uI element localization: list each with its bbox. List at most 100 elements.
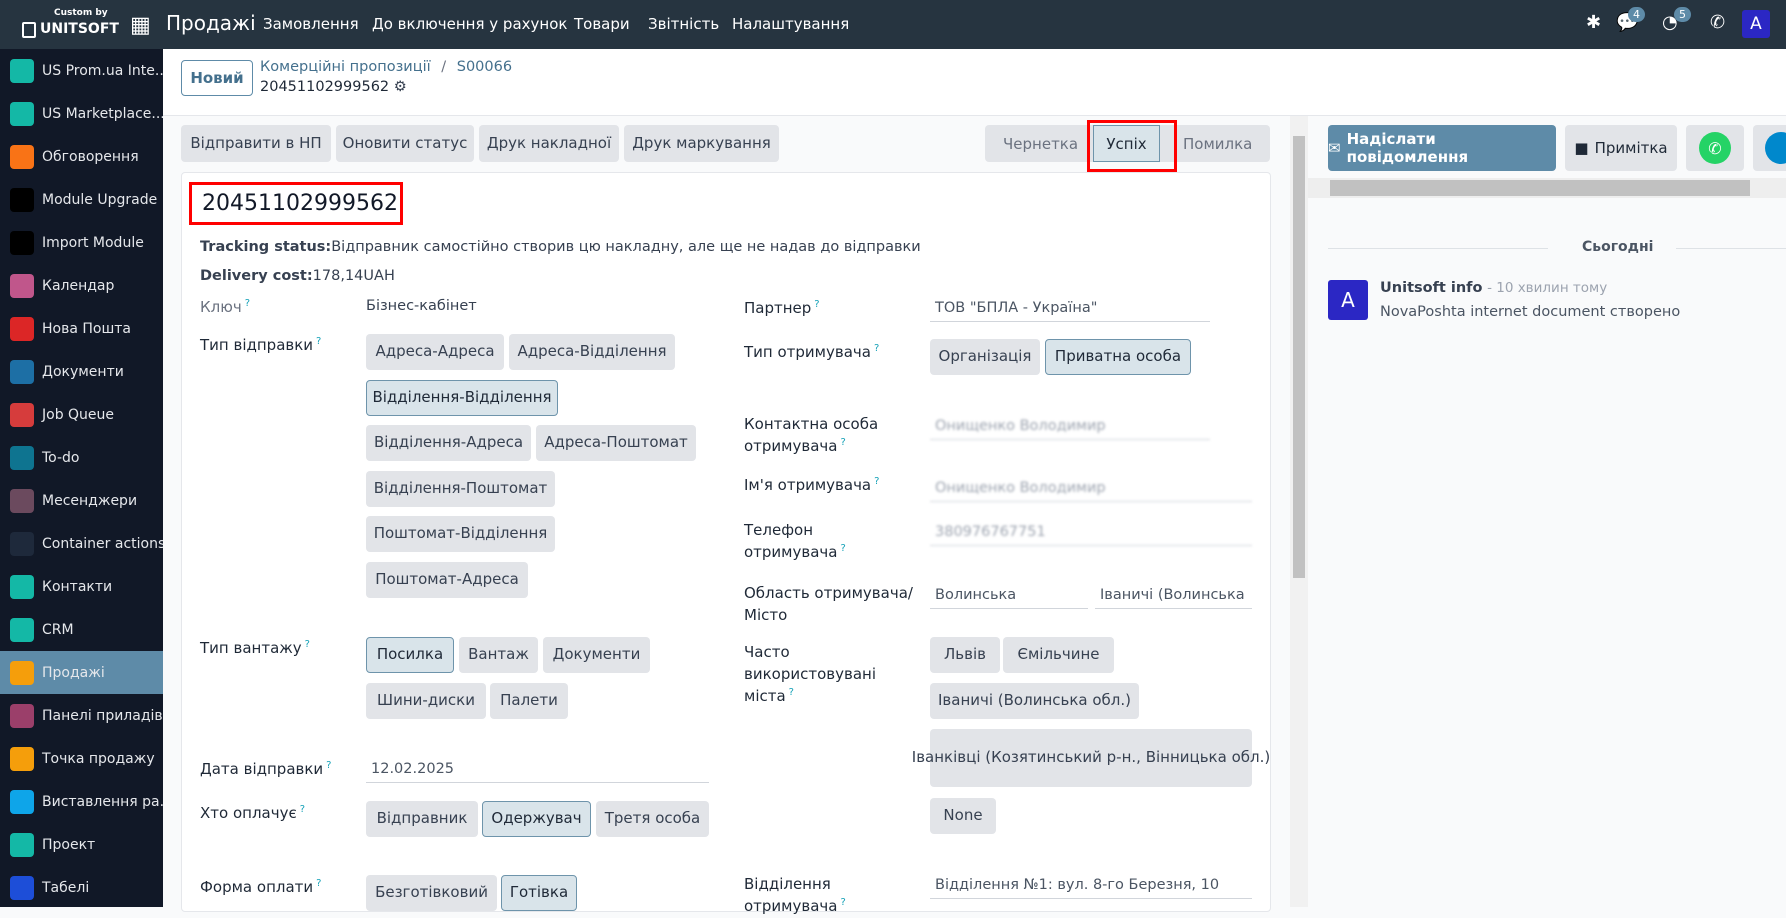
message-author[interactable]: Unitsoft info xyxy=(1380,280,1483,296)
help-icon[interactable]: ? xyxy=(316,336,322,347)
city-field[interactable]: Іваничі (Волинська xyxy=(1095,587,1252,609)
sidebar-item[interactable]: Контакти xyxy=(0,565,163,608)
help-icon[interactable]: ? xyxy=(873,343,880,354)
frequent-city-button[interactable]: Іванківці (Козятинський р-н., Вінницька … xyxy=(912,729,1270,787)
payer-option[interactable]: Одержувач xyxy=(482,801,591,837)
sidebar-item[interactable]: US Marketplace... xyxy=(0,92,163,135)
status-error[interactable]: Помилка xyxy=(1183,135,1253,153)
form-scrollbar[interactable] xyxy=(1290,116,1308,907)
menu-reporting[interactable]: Звітність xyxy=(648,15,720,33)
ship-type-option[interactable]: Відділення-Відділення xyxy=(366,380,558,416)
sidebar-item[interactable]: Документи xyxy=(0,350,163,393)
sidebar-item[interactable]: To-do xyxy=(0,436,163,479)
contact-field[interactable]: Онищенко Володимир xyxy=(930,418,1210,440)
bug-icon[interactable]: ✱ xyxy=(1586,12,1602,33)
payment-option[interactable]: Безготівковий xyxy=(366,875,497,911)
sidebar-item[interactable]: Job Queue xyxy=(0,393,163,436)
branch-field[interactable]: Відділення №1: вул. 8-го Березня, 10 xyxy=(930,877,1252,899)
print-waybill-button[interactable]: Друк накладної xyxy=(479,125,619,162)
menu-settings[interactable]: Налаштування xyxy=(732,15,850,33)
help-icon[interactable]: ? xyxy=(244,298,251,309)
apps-grid-icon[interactable]: ▦ xyxy=(130,13,151,38)
ship-type-option[interactable]: Поштомат-Адреса xyxy=(366,562,528,598)
telegram-button[interactable] xyxy=(1753,125,1786,171)
send-to-np-button[interactable]: Відправити в НП xyxy=(181,125,331,162)
frequent-city-button[interactable]: Ємільчине xyxy=(1003,637,1114,673)
ship-type-option[interactable]: Поштомат-Відділення xyxy=(366,516,555,552)
phone-field[interactable]: 380976767751 xyxy=(930,524,1252,546)
ship-type-option[interactable]: Відділення-Поштомат xyxy=(366,471,555,507)
update-status-button[interactable]: Оновити статус xyxy=(336,125,474,162)
print-marking-button[interactable]: Друк маркування xyxy=(624,125,779,162)
sidebar-item[interactable]: Проект xyxy=(0,823,163,866)
ship-type-option[interactable]: Адреса-Поштомат xyxy=(536,425,696,461)
date-field[interactable]: 12.02.2025 xyxy=(366,761,709,783)
activities-icon[interactable]: ◔ 5 xyxy=(1662,7,1691,33)
sidebar-item[interactable]: CRM xyxy=(0,608,163,651)
help-icon[interactable]: ? xyxy=(788,686,794,698)
help-icon[interactable]: ? xyxy=(316,878,322,889)
ship-type-option[interactable]: Адреса-Відділення xyxy=(509,334,675,370)
help-icon[interactable]: ? xyxy=(299,804,306,815)
cargo-type-option[interactable]: Палети xyxy=(490,683,568,719)
name-field[interactable]: Онищенко Володимир xyxy=(930,480,1252,502)
sidebar-item[interactable]: Календар xyxy=(0,264,163,307)
breadcrumb-current[interactable]: S00066 xyxy=(456,59,513,75)
frequent-city-button[interactable]: Іваничі (Волинська обл.) xyxy=(930,683,1139,719)
message-avatar[interactable]: A xyxy=(1328,280,1368,320)
phone-icon[interactable]: ✆ xyxy=(1710,12,1726,33)
frequent-city-button[interactable]: None xyxy=(930,798,996,834)
recipient-type-option[interactable]: Організація xyxy=(930,339,1040,375)
log-note-button[interactable]: ■ Примітка xyxy=(1565,125,1677,171)
sidebar-item[interactable]: US Prom.ua Inte... xyxy=(0,49,163,92)
help-icon[interactable]: ? xyxy=(326,760,332,771)
help-icon[interactable]: ? xyxy=(840,896,846,908)
sidebar-item[interactable]: Container actions xyxy=(0,522,163,565)
app-name[interactable]: Продажі xyxy=(166,11,256,35)
cargo-type-option[interactable]: Посилка xyxy=(366,637,454,673)
cargo-type-option[interactable]: Документи xyxy=(543,637,650,673)
payer-option[interactable]: Третя особа xyxy=(596,801,709,837)
region-field[interactable]: Волинська xyxy=(930,587,1088,609)
partner-field[interactable]: ТОВ "БПЛА - Україна" xyxy=(930,300,1210,322)
status-draft[interactable]: Чернетка xyxy=(1003,135,1079,153)
ship-type-option[interactable]: Адреса-Адреса xyxy=(366,334,504,370)
sidebar-item[interactable]: Module Upgrade xyxy=(0,178,163,221)
payer-option[interactable]: Відправник xyxy=(366,801,478,837)
menu-products[interactable]: Товари xyxy=(574,15,630,33)
sidebar-item[interactable]: Точка продажу xyxy=(0,737,163,780)
send-message-button[interactable]: ✉ Надіслати повідомлення xyxy=(1328,125,1556,171)
sidebar-item[interactable]: Нова Пошта xyxy=(0,307,163,350)
help-icon[interactable]: ? xyxy=(304,639,310,650)
help-icon[interactable]: ? xyxy=(840,436,846,448)
scrollbar-thumb[interactable] xyxy=(1293,136,1305,578)
sidebar-item[interactable]: Import Module xyxy=(0,221,163,264)
hscroll-thumb[interactable] xyxy=(1330,180,1750,196)
cargo-type-option[interactable]: Шини-диски xyxy=(366,683,486,719)
cargo-type-option[interactable]: Вантаж xyxy=(459,637,538,673)
user-avatar[interactable]: A xyxy=(1742,10,1770,38)
chatter-hscrollbar[interactable] xyxy=(1308,178,1786,198)
messages-icon[interactable]: 💬 4 xyxy=(1616,7,1645,33)
unitsoft-logo[interactable]: Custom by UNITSOFT xyxy=(20,8,119,42)
sidebar-item[interactable]: Панелі приладів xyxy=(0,694,163,737)
whatsapp-button[interactable]: ✆ xyxy=(1686,125,1744,171)
help-icon[interactable]: ? xyxy=(840,542,846,554)
sidebar-item[interactable]: Месенджери xyxy=(0,479,163,522)
sidebar-item[interactable]: Виставлення ра... xyxy=(0,780,163,823)
menu-orders[interactable]: Замовлення xyxy=(263,15,359,33)
sidebar-item[interactable]: Табелі xyxy=(0,866,163,909)
sidebar-item[interactable]: Обговорення xyxy=(0,135,163,178)
status-success[interactable]: Успіх xyxy=(1093,125,1160,162)
sidebar-item[interactable]: Продажі xyxy=(0,651,163,694)
help-icon[interactable]: ? xyxy=(814,299,820,310)
frequent-city-button[interactable]: Львів xyxy=(930,637,1000,673)
menu-to-invoice[interactable]: До включення у рахунок xyxy=(372,15,568,33)
recipient-type-option[interactable]: Приватна особа xyxy=(1045,339,1191,375)
gear-icon[interactable]: ⚙ xyxy=(393,79,407,95)
ship-type-option[interactable]: Відділення-Адреса xyxy=(366,425,531,461)
payment-option[interactable]: Готівка xyxy=(501,875,577,911)
new-button[interactable]: Новий xyxy=(181,60,253,96)
help-icon[interactable]: ? xyxy=(874,476,880,487)
breadcrumb-parent[interactable]: Комерційні пропозиції xyxy=(260,59,431,75)
